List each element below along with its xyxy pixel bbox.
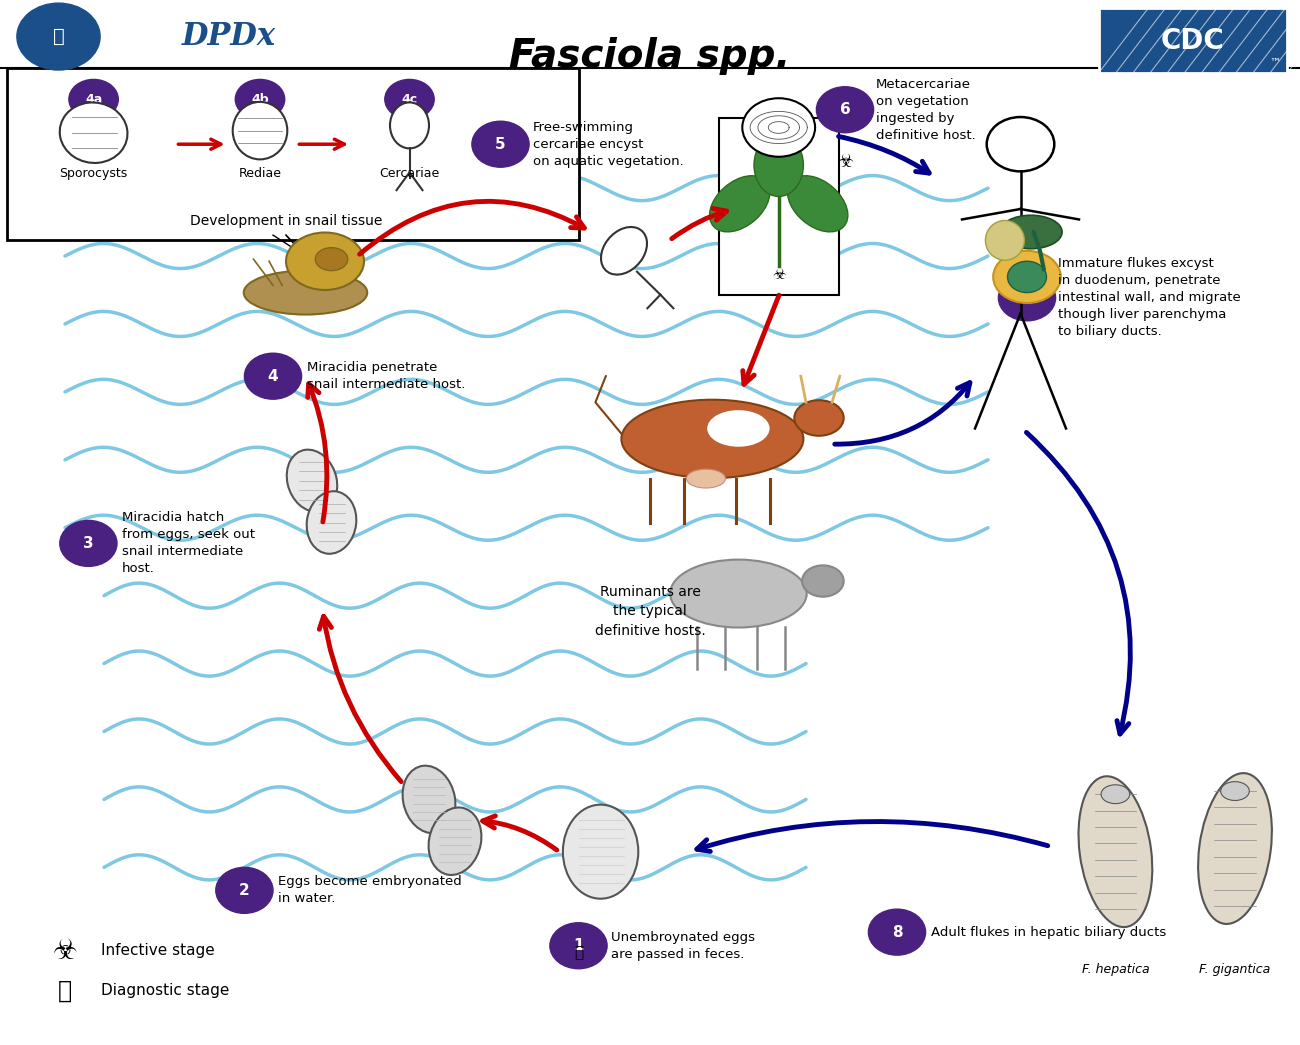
Text: DPDx: DPDx xyxy=(182,21,276,52)
Ellipse shape xyxy=(1008,261,1046,293)
Circle shape xyxy=(385,79,434,119)
Ellipse shape xyxy=(802,565,844,597)
Circle shape xyxy=(550,923,607,969)
Ellipse shape xyxy=(60,102,127,163)
Text: Free-swimming
cercariae encyst
on aquatic vegetation.: Free-swimming cercariae encyst on aquati… xyxy=(533,121,684,167)
Circle shape xyxy=(244,353,302,399)
Text: 5: 5 xyxy=(495,137,506,152)
Circle shape xyxy=(60,520,117,566)
Text: 4: 4 xyxy=(268,369,278,384)
Text: 🔬: 🔬 xyxy=(573,946,584,960)
Text: 🔬: 🔬 xyxy=(52,27,65,46)
Text: Metacercariae
on vegetation
ingested by
definitive host.: Metacercariae on vegetation ingested by … xyxy=(876,77,976,142)
Circle shape xyxy=(235,79,285,119)
Text: Unembroynated eggs
are passed in feces.: Unembroynated eggs are passed in feces. xyxy=(611,931,755,960)
Text: 4b: 4b xyxy=(251,93,269,106)
Text: Diagnostic stage: Diagnostic stage xyxy=(101,983,230,998)
Ellipse shape xyxy=(601,227,647,275)
Text: Fasciola spp.: Fasciola spp. xyxy=(510,37,790,74)
Text: 3: 3 xyxy=(83,536,94,551)
Text: Miracidia hatch
from eggs, seek out
snail intermediate
host.: Miracidia hatch from eggs, seek out snai… xyxy=(122,511,255,576)
Ellipse shape xyxy=(1199,773,1271,924)
Ellipse shape xyxy=(390,102,429,148)
Text: 7: 7 xyxy=(1022,291,1032,305)
Ellipse shape xyxy=(403,766,455,833)
Ellipse shape xyxy=(307,491,356,554)
Ellipse shape xyxy=(563,805,638,899)
Text: Rediae: Rediae xyxy=(238,167,282,180)
Text: Ruminants are
the typical
definitive hosts.: Ruminants are the typical definitive hos… xyxy=(594,585,706,637)
Ellipse shape xyxy=(686,469,725,488)
Circle shape xyxy=(998,275,1056,321)
Ellipse shape xyxy=(671,560,806,627)
Text: Cercariae: Cercariae xyxy=(380,167,439,180)
Text: Adult flukes in hepatic biliary ducts: Adult flukes in hepatic biliary ducts xyxy=(931,926,1166,938)
Text: ☣: ☣ xyxy=(772,268,785,282)
Ellipse shape xyxy=(993,251,1061,303)
Text: 🔬: 🔬 xyxy=(58,979,72,1002)
Circle shape xyxy=(17,3,100,70)
Text: 4a: 4a xyxy=(84,93,103,106)
Text: 8: 8 xyxy=(892,925,902,939)
Text: ☣: ☣ xyxy=(837,153,853,171)
Text: Immature flukes excyst
in duodenum, penetrate
intestinal wall, and migrate
thoug: Immature flukes excyst in duodenum, pene… xyxy=(1058,257,1241,339)
Text: CDC: CDC xyxy=(1160,27,1225,54)
Text: Eggs become embryonated
in water.: Eggs become embryonated in water. xyxy=(278,876,462,905)
Text: F. hepatica: F. hepatica xyxy=(1082,963,1149,976)
Ellipse shape xyxy=(621,400,803,479)
Ellipse shape xyxy=(287,449,337,512)
Circle shape xyxy=(868,909,926,955)
FancyBboxPatch shape xyxy=(1098,8,1287,73)
Text: 2: 2 xyxy=(239,883,250,898)
Circle shape xyxy=(816,87,874,133)
Ellipse shape xyxy=(985,220,1024,260)
FancyBboxPatch shape xyxy=(719,118,838,295)
Text: Sporocysts: Sporocysts xyxy=(60,167,127,180)
Ellipse shape xyxy=(244,271,367,315)
FancyBboxPatch shape xyxy=(6,68,578,240)
Text: Infective stage: Infective stage xyxy=(101,944,216,958)
Ellipse shape xyxy=(707,411,770,447)
Text: 4c: 4c xyxy=(402,93,417,106)
Circle shape xyxy=(69,79,118,119)
Ellipse shape xyxy=(1221,782,1249,800)
Circle shape xyxy=(216,867,273,913)
Ellipse shape xyxy=(710,176,770,232)
Ellipse shape xyxy=(1000,215,1062,249)
Text: 6: 6 xyxy=(840,102,850,117)
Text: 1: 1 xyxy=(573,938,584,953)
Ellipse shape xyxy=(233,102,287,160)
Text: ™: ™ xyxy=(1269,57,1280,68)
Text: ☣: ☣ xyxy=(52,937,78,965)
Text: Development in snail tissue: Development in snail tissue xyxy=(190,214,382,228)
Ellipse shape xyxy=(315,248,348,271)
Ellipse shape xyxy=(429,808,481,875)
Circle shape xyxy=(472,121,529,167)
Ellipse shape xyxy=(754,134,803,196)
Ellipse shape xyxy=(788,176,848,232)
Ellipse shape xyxy=(1101,785,1130,804)
Text: Miracidia penetrate
snail intermediate host.: Miracidia penetrate snail intermediate h… xyxy=(307,362,465,391)
Ellipse shape xyxy=(794,400,844,436)
Ellipse shape xyxy=(1079,776,1152,927)
Circle shape xyxy=(742,98,815,157)
Text: F. gigantica: F. gigantica xyxy=(1200,963,1270,976)
Ellipse shape xyxy=(286,233,364,291)
